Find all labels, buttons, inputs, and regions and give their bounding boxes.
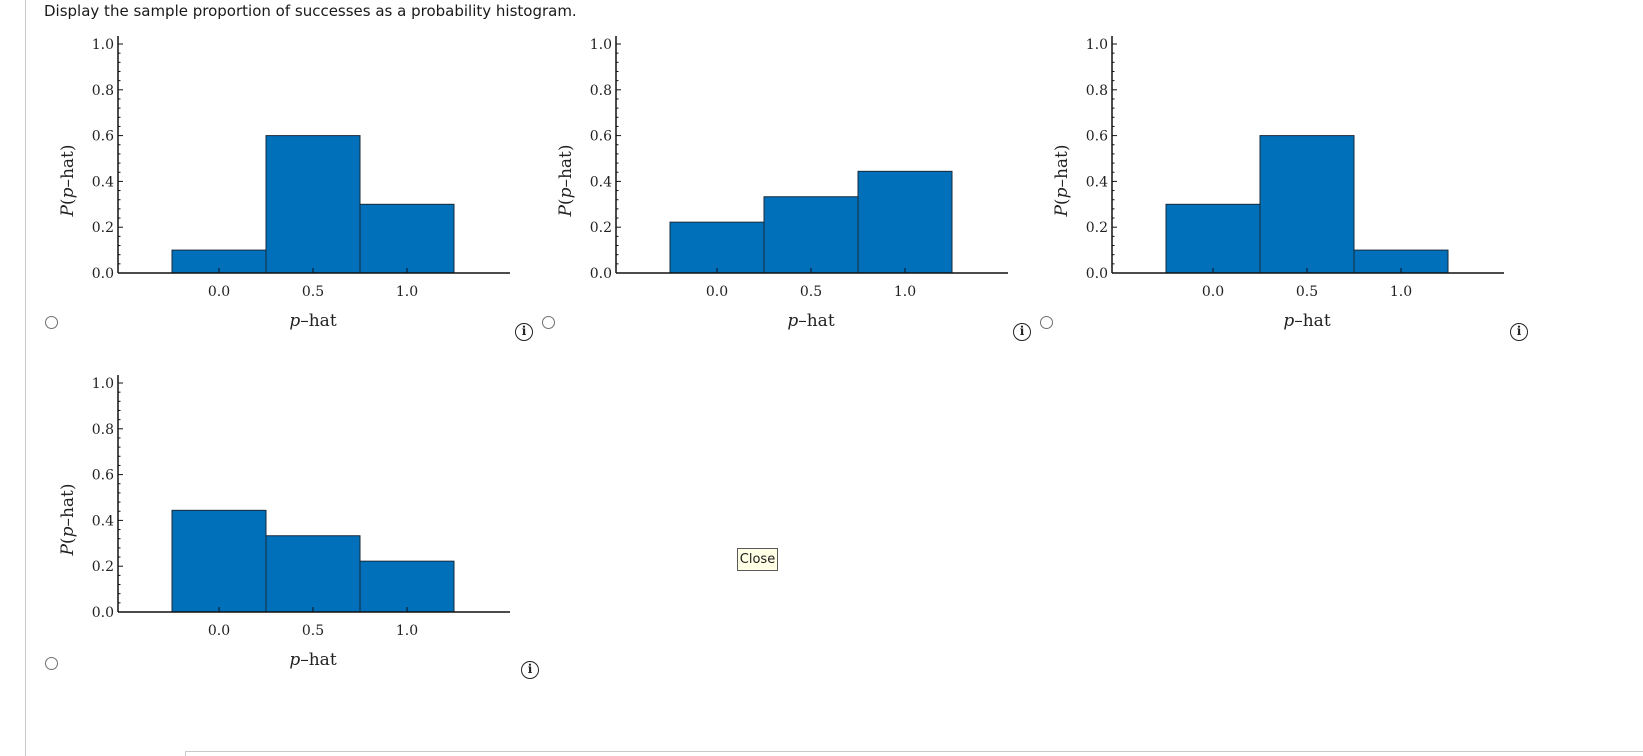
x-axis-label: p–hat: [289, 311, 336, 331]
content-left-border: [25, 0, 26, 756]
histogram-bar: [265, 135, 361, 274]
y-tick-label: 1.0: [92, 37, 114, 53]
histogram-bar: [1165, 203, 1261, 274]
histogram-svg: 0.0 0.2 0.4 0.6 0.8 1.0 0.0 0.5 1.0 p–hat P(p–hat): [1052, 36, 1504, 331]
x-tick-label: 0.5: [302, 284, 324, 300]
histogram-bar: [171, 509, 267, 613]
info-icon[interactable]: i: [521, 661, 539, 679]
x-tick-label: 0.0: [1202, 284, 1224, 300]
y-tick-label: 0.6: [92, 468, 114, 484]
option-d-histogram: 0.0 0.2 0.4 0.6 0.8 1.0 0.0 0.5 1.0 p–hat P(p–hat): [40, 369, 540, 670]
x-tick-label: 1.0: [894, 284, 916, 300]
histogram-bar: [857, 170, 953, 274]
y-tick-label: 0.8: [92, 422, 114, 438]
info-icon[interactable]: i: [515, 323, 533, 341]
x-tick-label: 0.5: [302, 623, 324, 639]
histogram-bar: [359, 560, 455, 613]
y-tick-label: 0.8: [590, 83, 612, 99]
histogram-bar: [1259, 135, 1355, 274]
x-tick-label: 0.0: [208, 623, 230, 639]
x-tick-label: 1.0: [396, 284, 418, 300]
x-tick-label: 0.0: [208, 284, 230, 300]
x-tick-label: 0.5: [800, 284, 822, 300]
bottom-panel-border: [185, 751, 1643, 752]
y-axis-label: P(p–hat): [1052, 144, 1072, 217]
y-tick-label: 0.4: [92, 513, 114, 529]
y-tick-label: 0.0: [1086, 266, 1108, 282]
option-c-histogram: 0.0 0.2 0.4 0.6 0.8 1.0 0.0 0.5 1.0 p–hat P(p–hat): [1034, 30, 1534, 331]
y-tick-label: 0.6: [1086, 129, 1108, 145]
y-tick-label: 0.2: [92, 559, 114, 575]
close-button[interactable]: Close: [737, 548, 778, 571]
histogram-bar: [763, 196, 859, 274]
x-axis-label: p–hat: [1283, 311, 1330, 331]
option-c-radio[interactable]: [1040, 316, 1053, 329]
question-prompt: Display the sample proportion of success…: [44, 2, 577, 20]
option-a-radio[interactable]: [45, 316, 58, 329]
y-tick-label: 0.4: [92, 174, 114, 190]
option-d-radio[interactable]: [45, 657, 58, 670]
bottom-panel-border-corner: [185, 751, 186, 756]
y-tick-label: 1.0: [590, 37, 612, 53]
y-axis-label: P(p–hat): [556, 144, 576, 217]
x-tick-label: 1.0: [1390, 284, 1412, 300]
y-tick-label: 0.4: [590, 174, 612, 190]
x-tick-label: 1.0: [396, 623, 418, 639]
info-icon[interactable]: i: [1013, 323, 1031, 341]
histogram-svg: 0.0 0.2 0.4 0.6 0.8 1.0 0.0 0.5 1.0 p–hat P(p–hat): [556, 36, 1008, 331]
histogram-bar: [265, 535, 361, 613]
x-axis-label: p–hat: [289, 650, 336, 670]
x-tick-label: 0.0: [706, 284, 728, 300]
y-tick-label: 0.8: [92, 83, 114, 99]
info-icon[interactable]: i: [1510, 323, 1528, 341]
y-tick-label: 0.0: [92, 266, 114, 282]
histogram-svg: 0.0 0.2 0.4 0.6 0.8 1.0 0.0 0.5 1.0 p–hat P(p–hat): [58, 36, 510, 331]
histogram-svg: 0.0 0.2 0.4 0.6 0.8 1.0 0.0 0.5 1.0 p–hat P(p–hat): [58, 375, 510, 670]
y-tick-label: 0.0: [590, 266, 612, 282]
y-axis-label: P(p–hat): [58, 483, 78, 556]
y-tick-label: 0.2: [92, 220, 114, 236]
option-b-histogram: 0.0 0.2 0.4 0.6 0.8 1.0 0.0 0.5 1.0 p–hat P(p–hat): [538, 30, 1038, 331]
y-tick-label: 0.2: [590, 220, 612, 236]
y-axis-label: P(p–hat): [58, 144, 78, 217]
y-tick-label: 1.0: [92, 376, 114, 392]
y-tick-label: 0.2: [1086, 220, 1108, 236]
option-a-histogram: 0.0 0.2 0.4 0.6 0.8 1.0 0.0 0.5 1.0 p–hat P(p–hat): [40, 30, 540, 331]
y-tick-label: 0.6: [92, 129, 114, 145]
y-tick-label: 0.0: [92, 605, 114, 621]
x-tick-label: 0.5: [1296, 284, 1318, 300]
y-tick-label: 0.6: [590, 129, 612, 145]
y-tick-label: 0.8: [1086, 83, 1108, 99]
histogram-bar: [669, 221, 765, 274]
y-tick-label: 0.4: [1086, 174, 1108, 190]
histogram-bar: [359, 203, 455, 274]
x-axis-label: p–hat: [787, 311, 834, 331]
option-b-radio[interactable]: [542, 316, 555, 329]
y-tick-label: 1.0: [1086, 37, 1108, 53]
